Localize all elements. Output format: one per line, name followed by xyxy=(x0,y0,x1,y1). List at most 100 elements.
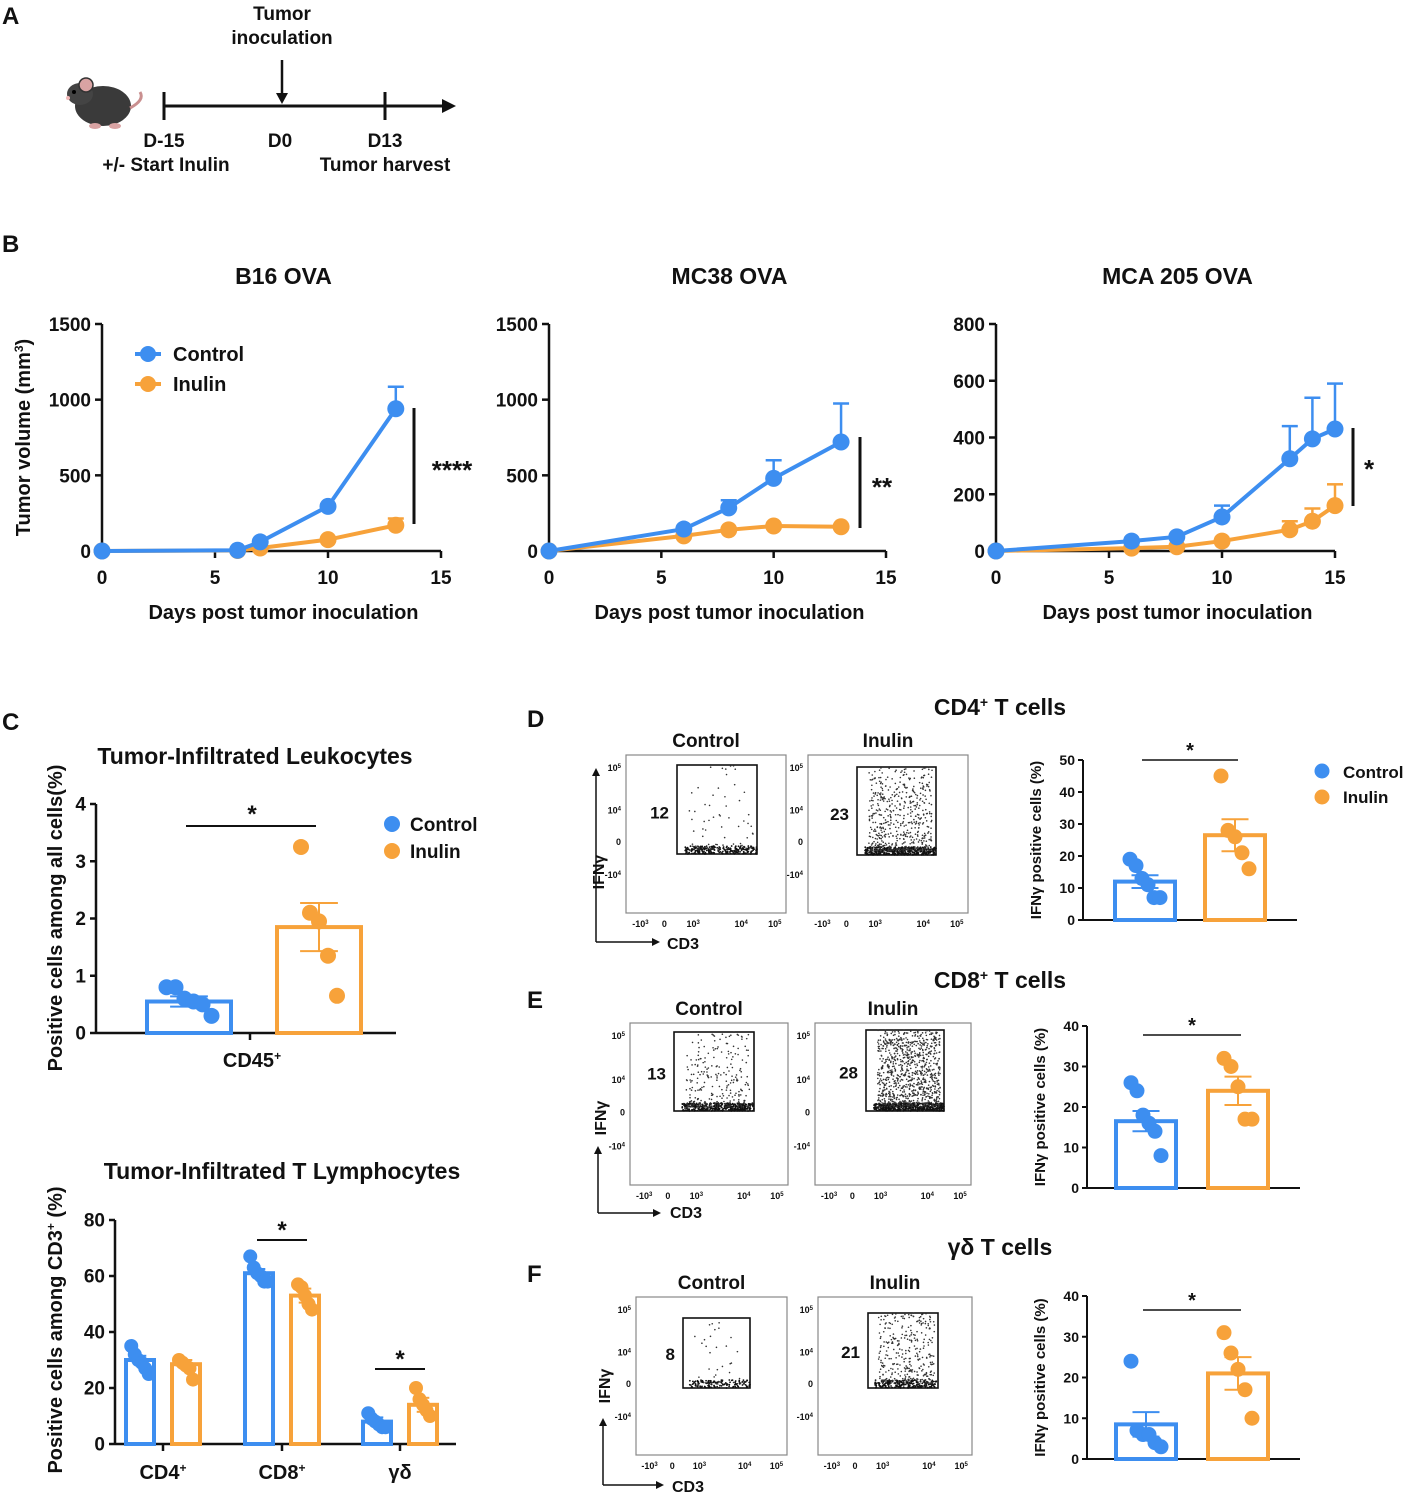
e-inulin-event xyxy=(885,1103,888,1105)
b2-inulin-line xyxy=(548,524,842,553)
f-inulin-event xyxy=(910,1329,912,1332)
e-inulin-event xyxy=(909,1041,912,1044)
e-control-event xyxy=(745,1037,748,1040)
f-inulin-event xyxy=(924,1385,926,1388)
d-control-event xyxy=(734,845,737,847)
f-inulin-event xyxy=(932,1355,935,1357)
d-bar-inulin-point xyxy=(1234,845,1250,861)
e-inulin-event xyxy=(906,1032,909,1034)
c1-inulin-point xyxy=(329,987,345,1004)
f-inulin-event xyxy=(903,1367,906,1369)
d-control-event xyxy=(750,846,752,849)
d-inulin-event xyxy=(872,799,874,802)
e-inulin-event xyxy=(938,1084,940,1086)
e-inulin-event xyxy=(922,1090,925,1093)
d-inulin-event xyxy=(871,779,873,781)
f-control-xtick-label: 104 xyxy=(738,1461,752,1471)
e-inulin-event xyxy=(882,1045,885,1047)
d-inulin-event xyxy=(894,794,896,796)
e-inulin-event xyxy=(897,1045,900,1048)
d-control-event xyxy=(734,852,737,855)
d-bar-inulin-point xyxy=(1227,829,1243,845)
d-inulin-event xyxy=(913,785,915,788)
e-control-event xyxy=(732,1045,735,1048)
f-inulin-event xyxy=(892,1368,894,1370)
e-control-event xyxy=(749,1109,751,1112)
e-inulin-event xyxy=(877,1049,879,1052)
f-inulin-event xyxy=(894,1386,896,1389)
d-control-event xyxy=(718,847,721,850)
f-control-event xyxy=(738,1380,741,1383)
f-inulin-event xyxy=(924,1373,926,1376)
d-inulin-event xyxy=(873,840,875,843)
d-inulin-event xyxy=(925,798,927,801)
f-inulin-event xyxy=(883,1318,885,1321)
d-inulin-event xyxy=(868,842,870,844)
d-control-event xyxy=(743,791,746,794)
d-inulin-event xyxy=(922,794,924,796)
e-control-event xyxy=(732,1056,734,1058)
f-inulin-event xyxy=(922,1341,925,1344)
e-inulin-event xyxy=(894,1047,897,1049)
f-control-event xyxy=(716,1368,719,1371)
e-inulin-event xyxy=(933,1035,935,1038)
e-inulin-event xyxy=(907,1053,910,1056)
d-inulin-event xyxy=(923,774,925,777)
legend-marker-inulin xyxy=(140,376,156,392)
e-inulin-event xyxy=(925,1067,928,1070)
d-control-event xyxy=(751,832,754,835)
e-inulin-event xyxy=(900,1073,903,1076)
e-bar-control-point xyxy=(1129,1083,1145,1099)
f-control-event xyxy=(708,1385,711,1388)
f-inulin-event xyxy=(891,1386,894,1389)
d-inulin-event xyxy=(883,846,886,849)
panel-label-c: C xyxy=(2,709,19,736)
f-inulin-event xyxy=(929,1316,932,1319)
e-inulin-event xyxy=(933,1062,935,1065)
d-inulin-event xyxy=(913,777,916,780)
f-control-event xyxy=(748,1385,751,1388)
e-inulin-event xyxy=(890,1060,892,1062)
e-inulin-event xyxy=(883,1109,885,1112)
d-inulin-event xyxy=(927,826,930,828)
e-control-event xyxy=(743,1104,746,1107)
d-control-event xyxy=(701,845,704,848)
e-inulin-event xyxy=(904,1044,906,1047)
e-inulin-event xyxy=(925,1058,928,1061)
d-control-event xyxy=(742,848,745,851)
d-control-xtick-label: 104 xyxy=(735,919,749,929)
d-control-event xyxy=(704,829,707,831)
d-control-event xyxy=(691,852,693,855)
d-inulin-event xyxy=(901,791,904,793)
e-inulin-event xyxy=(908,1101,911,1103)
e-control-event xyxy=(689,1094,691,1096)
e-bar-ytick-label: 20 xyxy=(1063,1099,1079,1115)
d-inulin-event xyxy=(888,842,890,845)
e-control-event xyxy=(743,1101,745,1104)
d-control-event xyxy=(725,846,728,849)
d-inulin-event xyxy=(869,845,872,848)
e-inulin-event xyxy=(881,1098,884,1101)
e-inulin-event xyxy=(889,1039,892,1041)
d-inulin-event xyxy=(903,838,905,841)
f-inulin-event xyxy=(922,1317,925,1320)
d-control-event xyxy=(708,852,711,855)
e-inulin-event xyxy=(916,1094,918,1097)
d-inulin-event xyxy=(891,843,894,845)
d-inulin-event xyxy=(910,827,913,829)
f-inulin-ytick-label: 105 xyxy=(800,1305,814,1315)
d-inulin-event xyxy=(878,836,881,839)
f-inulin-event xyxy=(901,1356,903,1358)
e-control-event xyxy=(739,1103,742,1105)
d-inulin-event xyxy=(906,852,909,855)
e-control-event xyxy=(745,1049,748,1051)
d-inulin-event xyxy=(884,810,886,813)
f-control-event xyxy=(709,1351,711,1354)
d-title: CD4+ T cells xyxy=(934,694,1066,720)
e-inulin-event xyxy=(928,1051,930,1054)
f-control-event xyxy=(736,1382,739,1385)
d-x-arrowhead xyxy=(652,938,660,946)
e-control-event xyxy=(733,1099,735,1101)
e-control-event xyxy=(718,1066,721,1068)
f-inulin-event xyxy=(931,1361,934,1363)
